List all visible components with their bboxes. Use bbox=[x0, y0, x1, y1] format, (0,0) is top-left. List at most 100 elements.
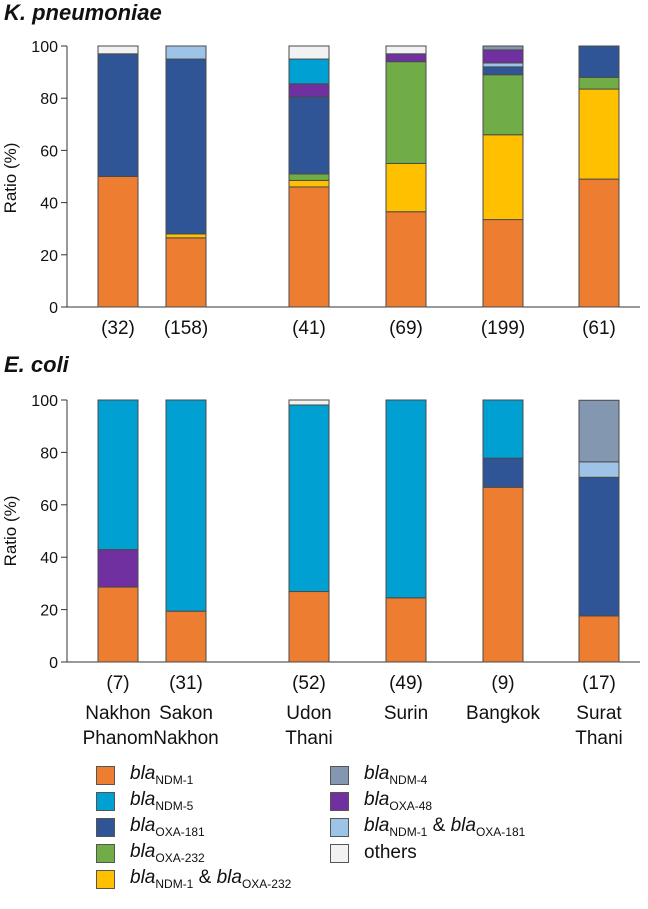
category-label: Surin bbox=[384, 703, 428, 724]
bar-segment-ndm-4 bbox=[482, 45, 524, 51]
legend-swatch bbox=[96, 791, 115, 811]
bar-segment-ndm-5 bbox=[482, 399, 524, 459]
y-tick-label: 100 bbox=[31, 393, 58, 410]
bar-segment-ndm-1 bbox=[385, 597, 427, 663]
sample-count-label: (7) bbox=[106, 673, 129, 694]
sample-count-label: (199) bbox=[481, 318, 525, 339]
bar-segment-oxa-48 bbox=[482, 49, 524, 64]
legend-swatch bbox=[330, 843, 349, 863]
legend-item-oxa-48: blaOXA-48 bbox=[330, 788, 525, 814]
bar-segment-ndm-1 bbox=[288, 186, 330, 308]
legend-item-ndm-1-oxa-181: blaNDM-1 & blaOXA-181 bbox=[330, 814, 525, 840]
panel-title-k-pneumoniae: K. pneumoniae bbox=[4, 0, 162, 25]
legend-swatch bbox=[96, 843, 115, 863]
legend-item-ndm-4: blaNDM-4 bbox=[330, 762, 525, 788]
bar-segment-oxa-181 bbox=[482, 66, 524, 76]
bar-segment-ndm-1 bbox=[578, 615, 620, 663]
bar-segment-oxa-232 bbox=[385, 61, 427, 164]
category-label: Bangkok bbox=[466, 703, 540, 724]
legend-label: blaNDM-1 bbox=[130, 763, 194, 787]
category-label: Phanom bbox=[83, 728, 154, 749]
category-label: Nakhon bbox=[85, 703, 151, 724]
category-label: Thani bbox=[575, 728, 623, 749]
bar-segment-oxa-232 bbox=[578, 76, 620, 90]
bar-segment-oxa-181 bbox=[578, 45, 620, 78]
category-label: Thani bbox=[285, 728, 333, 749]
bar-segment-oxa-181 bbox=[165, 58, 207, 235]
category-label: Surat bbox=[576, 703, 622, 724]
legend-label: blaNDM-1 & blaOXA-232 bbox=[130, 867, 292, 891]
legend-label: blaOXA-48 bbox=[364, 789, 433, 813]
bar-segment-ndm-1-oxa-232 bbox=[482, 134, 524, 221]
y-tick-label: 100 bbox=[31, 39, 58, 56]
bar-segment-ndm-1 bbox=[165, 237, 207, 308]
sample-count-label: (61) bbox=[582, 318, 616, 339]
sample-count-label: (52) bbox=[292, 673, 326, 694]
bar-segment-ndm-1-oxa-181 bbox=[165, 45, 207, 60]
bar-segment-ndm-1 bbox=[482, 219, 524, 308]
bar-segment-ndm-5 bbox=[97, 399, 139, 551]
legend-swatch bbox=[96, 869, 115, 889]
bar-segment-others bbox=[288, 45, 330, 60]
sample-count-label: (31) bbox=[169, 673, 203, 694]
bar-segment-ndm-1 bbox=[97, 176, 139, 308]
bar-segment-ndm-1 bbox=[288, 591, 330, 663]
legend-label: blaNDM-1 & blaOXA-181 bbox=[364, 815, 526, 839]
bar-segment-ndm-4 bbox=[578, 399, 620, 463]
legend-item-others: others bbox=[330, 840, 525, 866]
legend-item-oxa-181: blaOXA-181 bbox=[96, 814, 291, 840]
sample-count-label: (17) bbox=[582, 673, 616, 694]
bar-segment-oxa-232 bbox=[482, 74, 524, 136]
sample-count-label: (32) bbox=[101, 318, 135, 339]
bar-segment-ndm-5 bbox=[385, 399, 427, 599]
y-tick-label: 0 bbox=[49, 655, 58, 672]
y-tick-label: 60 bbox=[40, 498, 58, 515]
sample-count-label: (9) bbox=[491, 673, 514, 694]
category-label: Sakon bbox=[159, 703, 213, 724]
legend-column-right: blaNDM-4 blaOXA-48 blaNDM-1 & blaOXA-181 ot… bbox=[330, 762, 525, 866]
legend-item-ndm-1: blaNDM-1 bbox=[96, 762, 291, 788]
bar-segment-others bbox=[385, 45, 427, 55]
bar-segment-oxa-181 bbox=[97, 53, 139, 177]
legend-item-oxa-232: blaOXA-232 bbox=[96, 840, 291, 866]
bar-segment-ndm-5 bbox=[288, 404, 330, 593]
sample-count-label: (69) bbox=[389, 318, 423, 339]
bar-segment-oxa-181 bbox=[288, 96, 330, 175]
sample-count-label: (49) bbox=[389, 673, 423, 694]
legend-label: blaOXA-232 bbox=[130, 841, 205, 865]
bar-segment-ndm-1-oxa-181 bbox=[578, 461, 620, 478]
bar-segment-oxa-232 bbox=[288, 173, 330, 181]
legend-label: blaOXA-181 bbox=[130, 815, 205, 839]
bar-segment-ndm-1-oxa-232 bbox=[165, 233, 207, 239]
bar-segment-ndm-1 bbox=[482, 486, 524, 663]
bar-segment-ndm-1-oxa-232 bbox=[385, 162, 427, 213]
legend: blaNDM-1 blaNDM-5 blaOXA-181 blaOXA-232 blaN… bbox=[96, 762, 636, 907]
legend-label: blaNDM-5 bbox=[130, 789, 194, 813]
y-tick-label: 80 bbox=[40, 445, 58, 462]
bar-segment-oxa-48 bbox=[97, 549, 139, 588]
bar-segment-ndm-1 bbox=[578, 178, 620, 308]
bar-segment-others bbox=[288, 399, 330, 406]
legend-swatch bbox=[330, 791, 349, 811]
legend-item-ndm-1-oxa-232: blaNDM-1 & blaOXA-232 bbox=[96, 866, 291, 892]
legend-swatch bbox=[330, 817, 349, 837]
y-tick-label: 60 bbox=[40, 143, 58, 160]
y-tick-label: 40 bbox=[40, 550, 58, 567]
category-label: Udon bbox=[286, 703, 331, 724]
bar-segment-ndm-1 bbox=[165, 610, 207, 663]
bar-segment-ndm-1 bbox=[385, 211, 427, 308]
sample-count-label: (41) bbox=[292, 318, 326, 339]
bar-segment-oxa-48 bbox=[288, 83, 330, 98]
y-tick-label: 40 bbox=[40, 196, 58, 213]
bar-segment-ndm-1-oxa-181 bbox=[482, 62, 524, 68]
y-tick-label: 80 bbox=[40, 91, 58, 108]
legend-label: others bbox=[364, 842, 417, 863]
y-tick-label: 20 bbox=[40, 248, 58, 265]
y-axis-title: Ratio (%) bbox=[1, 143, 20, 214]
bar-segment-ndm-1-oxa-232 bbox=[578, 88, 620, 180]
legend-column-left: blaNDM-1 blaNDM-5 blaOXA-181 blaOXA-232 blaN… bbox=[96, 762, 291, 892]
bar-segment-oxa-181 bbox=[578, 476, 620, 617]
legend-swatch bbox=[96, 765, 115, 785]
legend-label: blaNDM-4 bbox=[364, 763, 428, 787]
bar-segment-ndm-1-oxa-232 bbox=[288, 179, 330, 188]
